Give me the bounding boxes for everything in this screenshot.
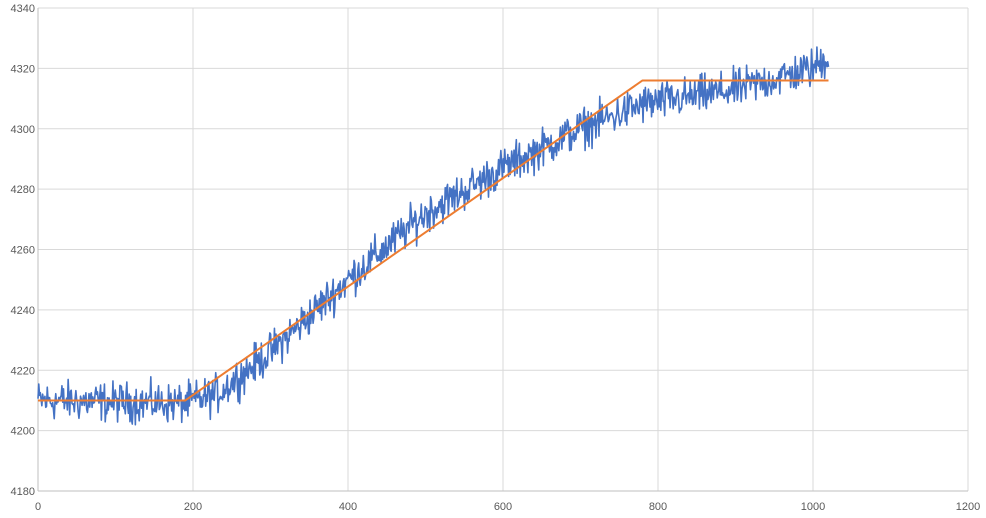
- y-tick-label: 4340: [11, 3, 35, 15]
- series-line-noisy: [37, 46, 830, 426]
- y-tick-label: 4220: [11, 365, 35, 377]
- x-tick-label: 200: [184, 501, 202, 513]
- series-lines: [37, 46, 830, 426]
- x-tick-label: 1000: [801, 501, 825, 513]
- x-tick-label: 800: [649, 501, 667, 513]
- y-tick-label: 4280: [11, 184, 35, 196]
- grid-lines: [38, 7, 969, 491]
- axes: [37, 8, 968, 492]
- x-tick-label: 600: [494, 501, 512, 513]
- y-tick-label: 4200: [11, 426, 35, 438]
- y-tick-label: 4300: [11, 124, 35, 136]
- tick-labels: 4180 4200 4220 4240 4260 4280 4300 4320 4340 0 200…: [11, 3, 981, 513]
- x-tick-label: 1200: [956, 501, 980, 513]
- y-tick-label: 4240: [11, 305, 35, 317]
- x-tick-label: 400: [339, 501, 357, 513]
- series-line-fit: [38, 79, 829, 402]
- y-tick-label: 4320: [11, 63, 35, 75]
- y-tick-label: 4260: [11, 245, 35, 257]
- y-tick-label: 4180: [11, 486, 35, 498]
- x-tick-label: 0: [35, 501, 41, 513]
